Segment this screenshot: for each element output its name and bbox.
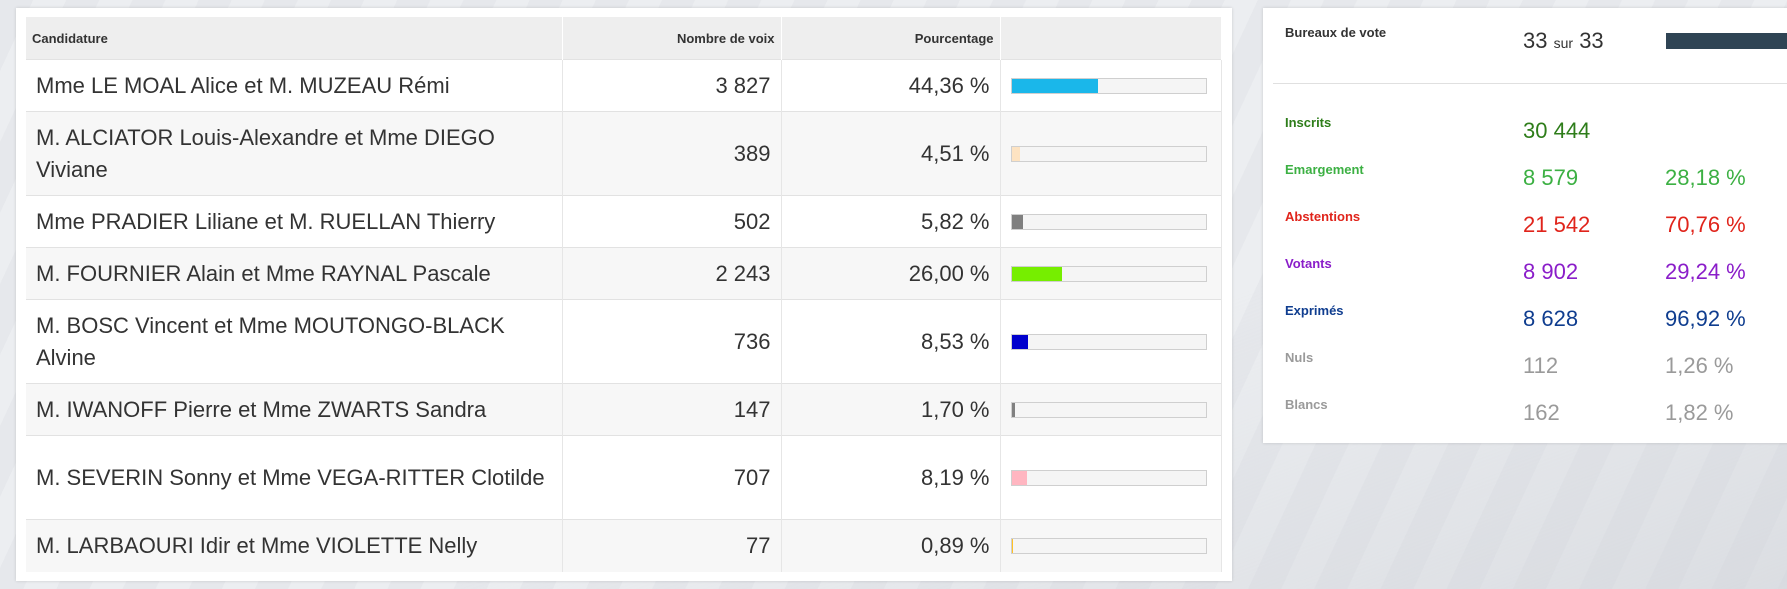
candidate-bar-cell [1000, 435, 1222, 520]
nuls-label: Nuls [1285, 350, 1314, 365]
candidate-percent: 0,89 % [781, 519, 1001, 572]
percent-bar-track [1010, 401, 1207, 418]
percent-bar-fill [1011, 266, 1062, 281]
table-row: M. BOSC Vincent et Mme MOUTONGO-BLACK Al… [26, 299, 1222, 384]
percent-bar-fill [1011, 214, 1023, 229]
percent-bar-fill [1011, 470, 1028, 485]
percent-bar-track [1010, 213, 1207, 230]
percent-bar-fill [1011, 334, 1029, 349]
percent-bar-track [1010, 145, 1207, 162]
candidate-bar-cell [1000, 59, 1222, 112]
candidate-votes: 736 [562, 299, 782, 384]
candidate-bar-cell [1000, 247, 1222, 300]
abstentions-value: 21 542 [1523, 212, 1591, 237]
candidate-percent: 8,19 % [781, 435, 1001, 520]
candidate-bar-cell [1000, 519, 1222, 572]
candidate-name: M. IWANOFF Pierre et Mme ZWARTS Sandra [26, 383, 563, 436]
header-nombre-de-voix: Nombre de voix [562, 17, 782, 60]
participation-panel: Bureaux de vote 33 sur 33 Inscrits 30 44… [1263, 8, 1787, 443]
candidate-percent: 26,00 % [781, 247, 1001, 300]
header-candidature: Candidature [26, 17, 563, 60]
header-pourcentage: Pourcentage [781, 17, 1001, 60]
percent-bar-fill [1011, 538, 1014, 553]
candidate-name: M. BOSC Vincent et Mme MOUTONGO-BLACK Al… [26, 299, 563, 384]
candidate-name: M. ALCIATOR Louis-Alexandre et Mme DIEGO… [26, 111, 563, 196]
percent-bar-fill [1011, 146, 1021, 161]
candidate-bar-cell [1000, 111, 1222, 196]
table-row: M. FOURNIER Alain et Mme RAYNAL Pascale 2… [26, 247, 1222, 300]
percent-bar-track [1010, 469, 1207, 486]
candidate-votes: 77 [562, 519, 782, 572]
candidate-bar-cell [1000, 383, 1222, 436]
blancs-value: 162 [1523, 400, 1560, 425]
percent-bar-track [1010, 333, 1207, 350]
percent-bar-track [1010, 537, 1207, 554]
emargement-label: Emargement [1285, 162, 1364, 177]
results-table: Candidature Nombre de voix Pourcentage M… [26, 17, 1222, 572]
exprimes-percent: 96,92 % [1665, 306, 1746, 331]
candidate-votes: 389 [562, 111, 782, 196]
inscrits-label: Inscrits [1285, 115, 1332, 130]
table-row: M. ALCIATOR Louis-Alexandre et Mme DIEGO… [26, 111, 1222, 196]
candidate-percent: 1,70 % [781, 383, 1001, 436]
bureaux-count: 33 [1523, 28, 1548, 53]
votants-percent: 29,24 % [1665, 259, 1746, 284]
bureaux-label: Bureaux de vote [1285, 25, 1387, 40]
candidate-votes: 707 [562, 435, 782, 520]
abstentions-percent: 70,76 % [1665, 212, 1746, 237]
percent-bar-track [1010, 265, 1207, 282]
bureaux-total: 33 [1579, 28, 1604, 53]
candidate-percent: 5,82 % [781, 195, 1001, 248]
candidate-votes: 147 [562, 383, 782, 436]
emargement-percent: 28,18 % [1665, 165, 1746, 190]
candidate-bar-cell [1000, 195, 1222, 248]
candidate-votes: 3 827 [562, 59, 782, 112]
table-row: M. LARBAOURI Idir et Mme VIOLETTE Nelly 7… [26, 519, 1222, 572]
votants-label: Votants [1285, 256, 1332, 271]
table-header: Candidature Nombre de voix Pourcentage [26, 17, 1222, 60]
bureaux-progress-bar [1666, 33, 1787, 49]
percent-bar-track [1010, 77, 1207, 94]
exprimes-value: 8 628 [1523, 306, 1579, 331]
table-row: M. IWANOFF Pierre et Mme ZWARTS Sandra 14… [26, 383, 1222, 436]
votants-value: 8 902 [1523, 259, 1579, 284]
percent-bar-fill [1011, 78, 1098, 93]
candidate-name: Mme PRADIER Liliane et M. RUELLAN Thierr… [26, 195, 563, 248]
candidate-votes: 502 [562, 195, 782, 248]
emargement-value: 8 579 [1523, 165, 1579, 190]
nuls-percent: 1,26 % [1665, 353, 1734, 378]
divider [1273, 83, 1787, 84]
results-panel: Candidature Nombre de voix Pourcentage M… [16, 8, 1232, 581]
exprimes-label: Exprimés [1285, 303, 1344, 318]
bureaux-value: 33 sur 33 [1523, 28, 1604, 54]
candidate-percent: 4,51 % [781, 111, 1001, 196]
blancs-label: Blancs [1285, 397, 1328, 412]
candidate-name: M. SEVERIN Sonny et Mme VEGA-RITTER Clot… [26, 435, 563, 520]
table-row: M. SEVERIN Sonny et Mme VEGA-RITTER Clot… [26, 435, 1222, 520]
bureaux-sur: sur [1553, 35, 1574, 51]
candidate-percent: 8,53 % [781, 299, 1001, 384]
candidate-votes: 2 243 [562, 247, 782, 300]
table-row: Mme LE MOAL Alice et M. MUZEAU Rémi 3 827… [26, 59, 1222, 112]
candidate-bar-cell [1000, 299, 1222, 384]
inscrits-value: 30 444 [1523, 118, 1591, 143]
header-bar [1000, 17, 1222, 60]
blancs-percent: 1,82 % [1665, 400, 1734, 425]
candidate-name: M. FOURNIER Alain et Mme RAYNAL Pascale [26, 247, 563, 300]
candidate-name: Mme LE MOAL Alice et M. MUZEAU Rémi [26, 59, 563, 112]
abstentions-label: Abstentions [1285, 209, 1361, 224]
nuls-value: 112 [1523, 353, 1559, 378]
candidate-percent: 44,36 % [781, 59, 1001, 112]
percent-bar-fill [1011, 402, 1015, 417]
table-row: Mme PRADIER Liliane et M. RUELLAN Thierr… [26, 195, 1222, 248]
candidate-name: M. LARBAOURI Idir et Mme VIOLETTE Nelly [26, 519, 563, 572]
